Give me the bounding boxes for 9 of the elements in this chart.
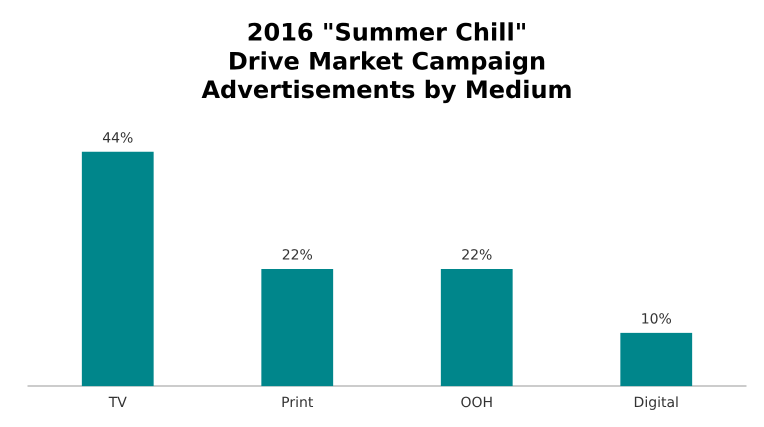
- data-label: 44%: [102, 130, 134, 146]
- x-tick-label: Print: [281, 395, 314, 412]
- data-label: 10%: [640, 312, 672, 328]
- data-label: 22%: [461, 248, 492, 264]
- data-label: 22%: [282, 248, 313, 264]
- chart-title: 2016 "Summer Chill" Drive Market Campaign Advertisements by Medium: [201, 18, 573, 104]
- x-tick-label: OOH: [460, 395, 494, 412]
- x-tick-label: Digital: [634, 395, 679, 412]
- x-tick-label: TV: [108, 395, 128, 412]
